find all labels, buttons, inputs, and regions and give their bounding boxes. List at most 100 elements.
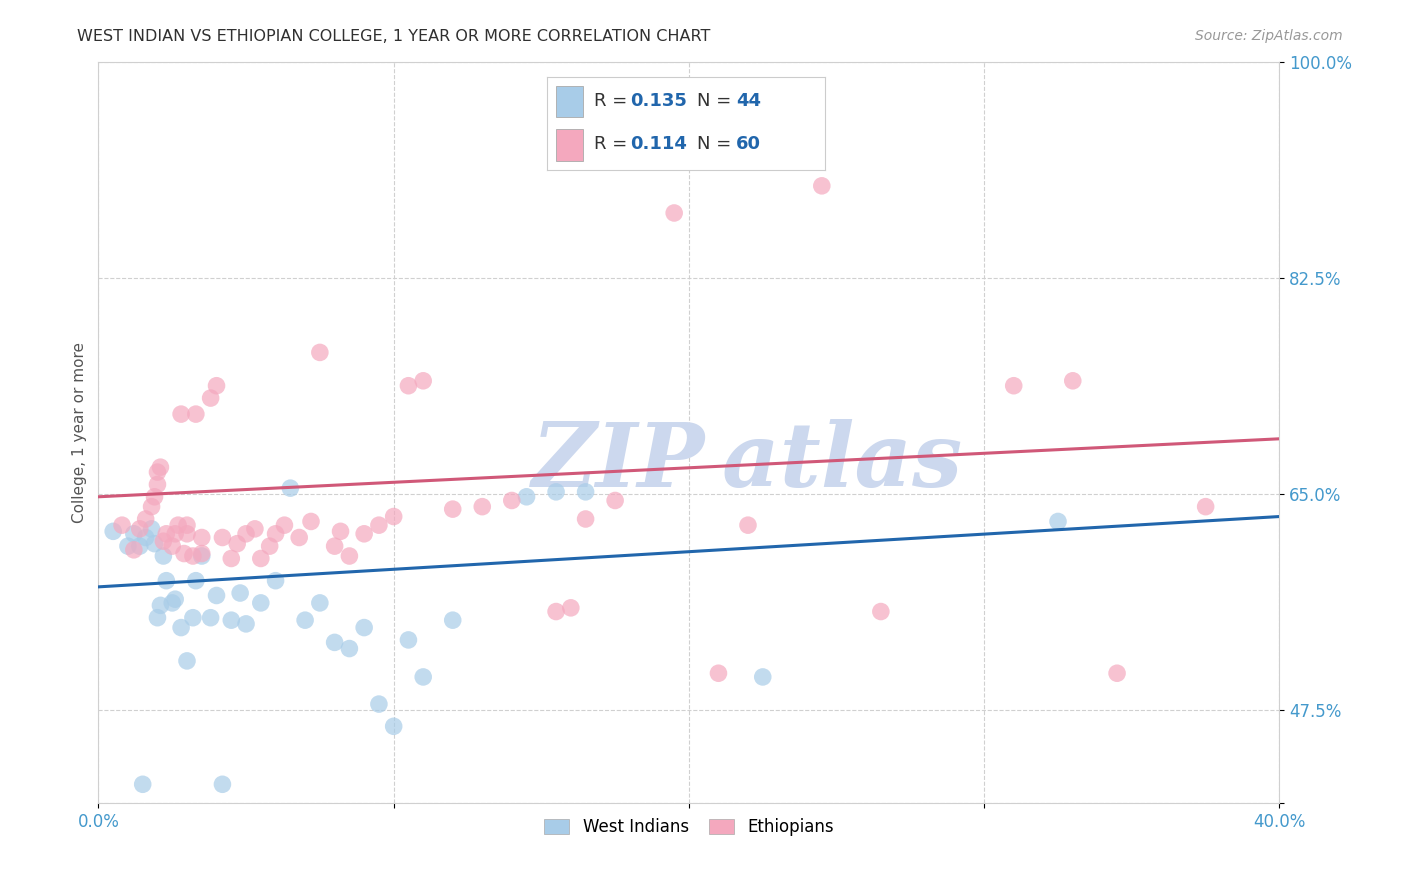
Point bbox=[1195, 500, 1218, 514]
Point bbox=[273, 518, 295, 533]
Point bbox=[1107, 666, 1129, 681]
Point bbox=[294, 613, 316, 627]
Point bbox=[181, 549, 204, 563]
Point bbox=[264, 526, 287, 541]
Point bbox=[250, 551, 273, 566]
Point bbox=[264, 574, 287, 588]
Point bbox=[329, 524, 352, 539]
Point bbox=[229, 586, 252, 600]
Point bbox=[339, 641, 361, 656]
Point bbox=[575, 512, 598, 526]
Point bbox=[250, 596, 273, 610]
Point bbox=[184, 574, 207, 588]
Point bbox=[143, 490, 166, 504]
Point bbox=[382, 719, 405, 733]
Point bbox=[191, 547, 214, 561]
Point bbox=[170, 621, 193, 635]
Point bbox=[810, 178, 832, 193]
Point bbox=[221, 551, 243, 566]
Point bbox=[235, 616, 257, 631]
Y-axis label: College, 1 year or more: College, 1 year or more bbox=[72, 343, 87, 523]
Point bbox=[368, 518, 391, 533]
Point bbox=[117, 539, 139, 553]
Point bbox=[176, 518, 198, 533]
Point bbox=[146, 610, 169, 624]
Point bbox=[146, 477, 169, 491]
Point bbox=[135, 531, 157, 545]
Point bbox=[162, 539, 183, 553]
Point bbox=[546, 605, 568, 619]
Point bbox=[141, 500, 163, 514]
Point bbox=[191, 531, 214, 545]
Point bbox=[441, 502, 464, 516]
Point bbox=[235, 526, 257, 541]
Point bbox=[259, 539, 281, 553]
Point bbox=[170, 407, 193, 421]
Point bbox=[152, 549, 174, 563]
Point bbox=[155, 574, 177, 588]
Point bbox=[211, 531, 233, 545]
Point bbox=[575, 484, 598, 499]
Point bbox=[132, 777, 155, 791]
Legend: West Indians, Ethiopians: West Indians, Ethiopians bbox=[537, 811, 841, 843]
Point bbox=[176, 526, 198, 541]
Point bbox=[707, 666, 730, 681]
Point bbox=[184, 407, 207, 421]
Point bbox=[155, 526, 177, 541]
Point bbox=[122, 526, 145, 541]
Point bbox=[339, 549, 361, 563]
Point bbox=[560, 600, 582, 615]
Point bbox=[128, 522, 150, 536]
Point bbox=[398, 632, 420, 647]
Text: Source: ZipAtlas.com: Source: ZipAtlas.com bbox=[1195, 29, 1343, 43]
Point bbox=[441, 613, 464, 627]
Point bbox=[368, 697, 391, 711]
Point bbox=[165, 592, 187, 607]
Point bbox=[546, 484, 568, 499]
Point bbox=[516, 490, 538, 504]
Point bbox=[752, 670, 775, 684]
Point bbox=[1062, 374, 1084, 388]
Point bbox=[128, 539, 150, 553]
Point bbox=[323, 539, 346, 553]
Point bbox=[143, 537, 166, 551]
Point bbox=[353, 526, 375, 541]
Point bbox=[309, 345, 332, 359]
Point bbox=[146, 465, 169, 479]
Point bbox=[1002, 378, 1025, 392]
Point bbox=[141, 522, 163, 536]
Point bbox=[173, 547, 195, 561]
Point bbox=[111, 518, 134, 533]
Point bbox=[309, 596, 332, 610]
Point bbox=[211, 777, 233, 791]
Point bbox=[149, 599, 172, 613]
Point bbox=[353, 621, 375, 635]
Point bbox=[243, 522, 266, 536]
Point bbox=[737, 518, 759, 533]
Point bbox=[1046, 515, 1070, 529]
Point bbox=[870, 605, 893, 619]
Point bbox=[280, 481, 302, 495]
Point bbox=[382, 509, 405, 524]
Point bbox=[162, 596, 183, 610]
Point bbox=[200, 391, 222, 405]
Point bbox=[181, 610, 204, 624]
Text: WEST INDIAN VS ETHIOPIAN COLLEGE, 1 YEAR OR MORE CORRELATION CHART: WEST INDIAN VS ETHIOPIAN COLLEGE, 1 YEAR… bbox=[77, 29, 710, 44]
Point bbox=[605, 493, 627, 508]
Point bbox=[471, 500, 494, 514]
Point bbox=[664, 206, 686, 220]
Text: ZIP atlas: ZIP atlas bbox=[533, 419, 963, 506]
Point bbox=[152, 534, 174, 549]
Point bbox=[200, 610, 222, 624]
Point bbox=[149, 460, 172, 475]
Point bbox=[135, 512, 157, 526]
Point bbox=[205, 378, 228, 392]
Point bbox=[191, 549, 214, 563]
Point bbox=[122, 542, 145, 557]
Point bbox=[165, 526, 187, 541]
Point bbox=[221, 613, 243, 627]
Point bbox=[103, 524, 125, 539]
Point bbox=[167, 518, 190, 533]
Point bbox=[412, 670, 434, 684]
Point bbox=[501, 493, 523, 508]
